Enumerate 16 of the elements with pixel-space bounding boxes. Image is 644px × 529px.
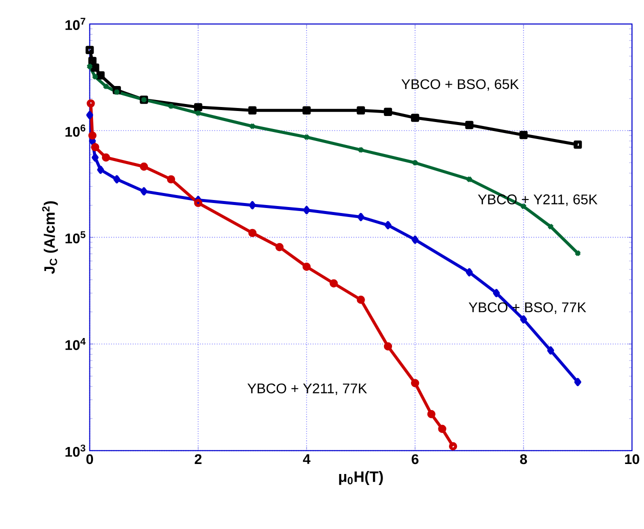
y-tick-label: 10$^{7}$ bbox=[66, 18, 86, 30]
x-tick-label: 4 bbox=[302, 454, 310, 464]
y-tick-label: 10$^{3}$ bbox=[66, 444, 86, 457]
y-tick-label: 10$^{5}$ bbox=[66, 231, 86, 244]
x-tick-label: 6 bbox=[412, 454, 418, 464]
annotation: YBCO + BSO, 65K bbox=[401, 79, 519, 91]
x-tick-label: 8 bbox=[520, 454, 528, 464]
y-tick-label: 10$^{6}$ bbox=[66, 124, 86, 137]
x-tick-label: 2 bbox=[194, 454, 202, 464]
x-axis-title: μ$_{0}$H(T) bbox=[339, 470, 383, 485]
y-tick-label: 10$^{4}$ bbox=[66, 338, 86, 350]
x-tick-label: 0 bbox=[86, 454, 94, 464]
x-tick-label: 10 bbox=[625, 454, 640, 464]
annotation: YBCO + Y211, 77K bbox=[247, 383, 367, 396]
y-axis-title: J$_{C}$ (A/cm$^{2}$) bbox=[42, 201, 58, 274]
annotation: YBCO + BSO, 77K bbox=[468, 302, 586, 314]
